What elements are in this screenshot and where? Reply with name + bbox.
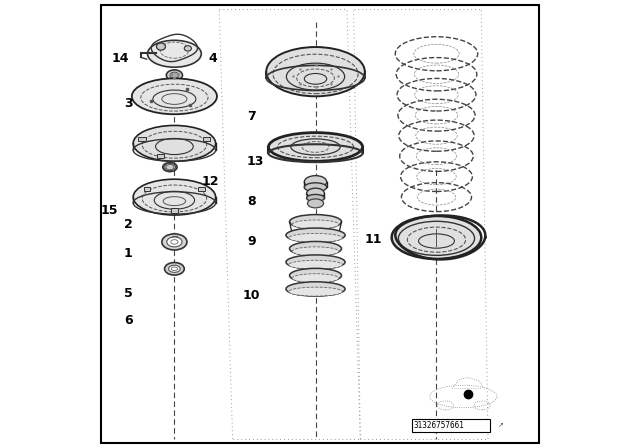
Text: 4: 4 bbox=[208, 52, 217, 65]
Ellipse shape bbox=[167, 237, 182, 247]
Ellipse shape bbox=[392, 216, 481, 259]
Text: 8: 8 bbox=[247, 195, 256, 208]
Ellipse shape bbox=[286, 255, 345, 269]
Ellipse shape bbox=[289, 215, 342, 229]
Text: $\nearrow$: $\nearrow$ bbox=[495, 422, 504, 429]
Ellipse shape bbox=[292, 220, 339, 229]
Ellipse shape bbox=[170, 72, 179, 78]
Text: 1: 1 bbox=[124, 246, 132, 260]
Text: 14: 14 bbox=[112, 52, 129, 65]
Ellipse shape bbox=[162, 234, 187, 250]
Text: 10: 10 bbox=[243, 289, 260, 302]
Bar bbox=[172, 208, 177, 213]
Ellipse shape bbox=[168, 265, 180, 272]
Text: 2: 2 bbox=[124, 217, 132, 231]
Bar bbox=[412, 419, 490, 432]
Ellipse shape bbox=[289, 260, 342, 269]
Ellipse shape bbox=[269, 133, 362, 161]
Text: 7: 7 bbox=[247, 110, 256, 123]
Ellipse shape bbox=[307, 199, 324, 208]
Ellipse shape bbox=[157, 43, 165, 50]
Ellipse shape bbox=[164, 263, 184, 275]
Ellipse shape bbox=[289, 287, 342, 296]
Ellipse shape bbox=[163, 163, 177, 172]
Text: 15: 15 bbox=[100, 204, 118, 217]
Ellipse shape bbox=[266, 47, 365, 96]
Text: 9: 9 bbox=[247, 235, 256, 249]
Ellipse shape bbox=[305, 183, 326, 192]
Ellipse shape bbox=[292, 247, 339, 256]
Ellipse shape bbox=[289, 241, 342, 256]
Ellipse shape bbox=[289, 233, 342, 242]
Text: 12: 12 bbox=[202, 175, 219, 188]
Ellipse shape bbox=[292, 274, 339, 283]
Ellipse shape bbox=[307, 188, 324, 199]
Ellipse shape bbox=[148, 40, 201, 67]
Text: 3: 3 bbox=[124, 96, 132, 110]
Ellipse shape bbox=[133, 125, 216, 161]
Ellipse shape bbox=[133, 179, 216, 215]
Bar bbox=[144, 187, 150, 191]
FancyBboxPatch shape bbox=[101, 5, 539, 443]
Ellipse shape bbox=[289, 268, 342, 283]
Text: 31326757661: 31326757661 bbox=[413, 421, 464, 430]
Ellipse shape bbox=[305, 176, 326, 188]
Text: 11: 11 bbox=[365, 233, 383, 246]
Bar bbox=[198, 187, 205, 191]
Bar bbox=[138, 137, 145, 142]
Ellipse shape bbox=[166, 70, 182, 81]
Text: 13: 13 bbox=[246, 155, 264, 168]
Ellipse shape bbox=[286, 282, 345, 296]
Ellipse shape bbox=[184, 46, 191, 51]
Text: 6: 6 bbox=[124, 314, 132, 327]
Ellipse shape bbox=[307, 194, 324, 202]
Bar bbox=[157, 154, 164, 158]
Ellipse shape bbox=[132, 78, 217, 114]
Ellipse shape bbox=[286, 228, 345, 242]
Text: 5: 5 bbox=[124, 287, 132, 300]
Bar bbox=[204, 137, 211, 142]
